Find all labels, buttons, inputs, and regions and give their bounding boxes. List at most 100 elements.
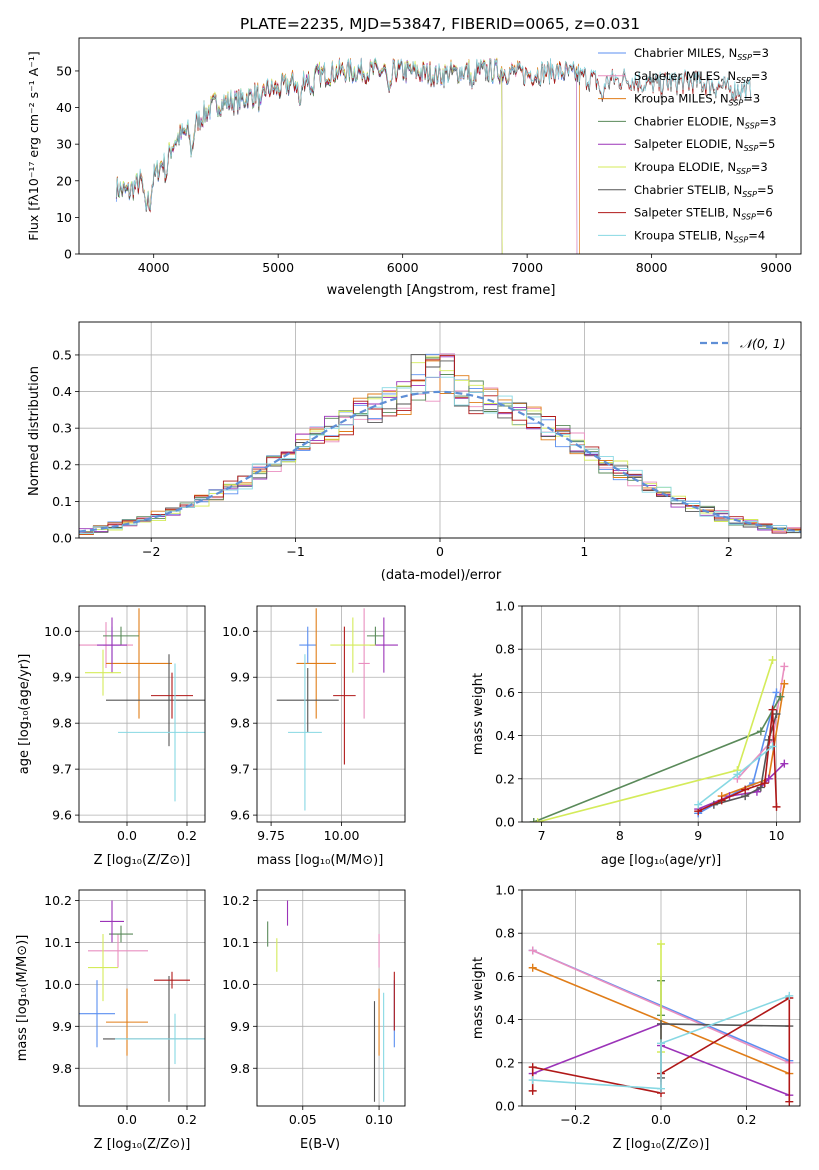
weight-marker bbox=[776, 692, 785, 701]
axes-frame bbox=[78, 37, 802, 255]
tick-label-x: 8 bbox=[616, 828, 624, 843]
tick-label-x: −2 bbox=[142, 544, 160, 559]
weight-marker bbox=[785, 1097, 794, 1106]
tick-label-y: 0.6 bbox=[495, 685, 515, 700]
histogram-xlabel: (data-model)/error bbox=[381, 568, 502, 583]
tick-label-y: 10.0 bbox=[222, 624, 250, 639]
plot-area bbox=[79, 900, 205, 1102]
normal-reference-curve bbox=[79, 390, 801, 533]
weight-age-ylabel: mass weight bbox=[471, 673, 486, 755]
tick-label-y: 0.3 bbox=[52, 421, 72, 436]
tick-label-x: 2 bbox=[725, 544, 733, 559]
age-vs-metallicity-panel: 0.0 0.2 9.6 9.7 9.8 9.9 10.0 bbox=[44, 605, 206, 843]
tick-label-x: 0.10 bbox=[365, 1112, 393, 1127]
spectrum-xlabel: wavelength [Angstrom, rest frame] bbox=[327, 283, 556, 298]
histogram-ylabel: Normed distribution bbox=[27, 366, 42, 496]
weight-marker bbox=[528, 1063, 537, 1072]
tick-label-y: 9.7 bbox=[230, 762, 250, 777]
tick-label-y: 0.1 bbox=[52, 494, 72, 509]
axes-frame bbox=[78, 321, 802, 539]
tick-label-x: 0.0 bbox=[651, 1112, 671, 1127]
weight-marker bbox=[694, 800, 703, 809]
weight-marker bbox=[529, 818, 538, 822]
tick-label-y: 9.8 bbox=[230, 716, 250, 731]
plot-area bbox=[79, 608, 205, 802]
tick-label-y: 9.8 bbox=[52, 1061, 72, 1076]
weight-marker bbox=[657, 1019, 665, 1028]
plot-area bbox=[115, 57, 752, 254]
weight-vs-age-panel: 7 8 9 10 0.0 0.2 0.4 0.6 0.8 1.0 bbox=[495, 599, 801, 843]
tick-label-y: 10.0 bbox=[44, 977, 72, 992]
spectrum-ylabel: Flux [fλ10⁻¹⁷ erg cm⁻² s⁻¹ A⁻¹] bbox=[26, 51, 41, 240]
legend-label: Chabrier MILES, NSSP=3 bbox=[634, 46, 769, 62]
tick-label-x: 1 bbox=[580, 544, 588, 559]
tick-label-y: 40 bbox=[56, 100, 72, 115]
tick-label-y: 10.2 bbox=[44, 893, 72, 908]
tick-label-y: 0 bbox=[64, 247, 72, 262]
tick-label-x: 10.00 bbox=[324, 828, 360, 843]
weight-marker bbox=[657, 1039, 665, 1048]
tick-label-y: 0.2 bbox=[52, 457, 72, 472]
figure-title: PLATE=2235, MJD=53847, FIBERID=0065, z=0… bbox=[240, 15, 640, 33]
tick-label-y: 0.0 bbox=[495, 1099, 515, 1114]
tick-label-x: 7000 bbox=[511, 260, 543, 275]
age-z-xlabel: Z [log₁₀(Z/Z⊙)] bbox=[94, 853, 191, 868]
tick-label-y: 10.0 bbox=[44, 624, 72, 639]
tick-label-x: 9 bbox=[694, 828, 702, 843]
tick-label-y: 0.0 bbox=[495, 815, 515, 830]
tick-label-y: 9.6 bbox=[52, 808, 72, 823]
weight-z-ylabel: mass weight bbox=[471, 957, 486, 1039]
tick-label-y: 10 bbox=[56, 210, 72, 225]
tick-label-y: 10.2 bbox=[222, 893, 250, 908]
weight-marker bbox=[772, 802, 781, 811]
tick-label-x: 0.2 bbox=[177, 1112, 197, 1127]
tick-label-x: 9.75 bbox=[257, 828, 285, 843]
tick-label-x: 4000 bbox=[138, 260, 170, 275]
weight-marker bbox=[768, 656, 777, 664]
axes-frame bbox=[78, 605, 206, 823]
tick-label-y: 10.1 bbox=[222, 935, 250, 950]
weight-marker bbox=[780, 662, 789, 671]
axes-frame bbox=[521, 889, 801, 1107]
weight-marker bbox=[772, 688, 781, 697]
tick-label-y: 9.8 bbox=[52, 716, 72, 731]
weight-marker bbox=[780, 679, 789, 688]
weight-marker bbox=[772, 710, 781, 718]
spectrum-line bbox=[115, 58, 578, 254]
mass-z-xlabel: Z [log₁₀(Z/Z⊙)] bbox=[94, 1137, 191, 1152]
tick-label-y: 0.6 bbox=[495, 969, 515, 984]
tick-label-x: −0.2 bbox=[560, 1112, 590, 1127]
tick-label-y: 0.2 bbox=[495, 771, 515, 786]
plot-area bbox=[267, 900, 395, 1102]
tick-label-y: 9.9 bbox=[52, 1019, 72, 1034]
tick-label-x: 0.0 bbox=[117, 1112, 137, 1127]
tick-label-y: 50 bbox=[56, 63, 72, 78]
tick-label-y: 10.1 bbox=[44, 935, 72, 950]
weight-marker bbox=[768, 742, 777, 751]
tick-label-x: 8000 bbox=[636, 260, 668, 275]
mass-ebv-xlabel: E(B-V) bbox=[300, 1137, 340, 1152]
age-mass-xlabel: mass [log₁₀(M/M⊙)] bbox=[257, 853, 384, 868]
legend-label: Chabrier ELODIE, NSSP=3 bbox=[634, 114, 776, 130]
mass-z-ylabel: mass [log₁₀(M/M⊙)] bbox=[15, 935, 30, 1062]
weight-line bbox=[532, 995, 790, 1090]
weight-line bbox=[533, 696, 782, 822]
age-z-ylabel: age [log₁₀(age/yr)] bbox=[17, 654, 32, 775]
weight-marker bbox=[528, 1076, 537, 1085]
tick-label-x: 6000 bbox=[387, 260, 419, 275]
tick-label-x: 0.2 bbox=[177, 828, 197, 843]
mass-vs-metallicity-panel: 0.0 0.2 9.8 9.9 10.0 10.1 10.2 bbox=[44, 889, 206, 1127]
plot-area bbox=[276, 608, 398, 811]
tick-label-x: 9000 bbox=[760, 260, 792, 275]
weight-marker bbox=[528, 946, 537, 955]
tick-label-x: 10 bbox=[769, 828, 785, 843]
legend-label: Kroupa STELIB, NSSP=4 bbox=[634, 228, 765, 244]
plot-area bbox=[528, 940, 794, 1106]
tick-label-y: 1.0 bbox=[495, 883, 515, 898]
tick-label-y: 20 bbox=[56, 173, 72, 188]
tick-label-y: 0.8 bbox=[495, 926, 515, 941]
tick-label-y: 0.4 bbox=[52, 384, 72, 399]
tick-label-y: 9.9 bbox=[230, 1019, 250, 1034]
tick-label-x: 0.05 bbox=[289, 1112, 317, 1127]
